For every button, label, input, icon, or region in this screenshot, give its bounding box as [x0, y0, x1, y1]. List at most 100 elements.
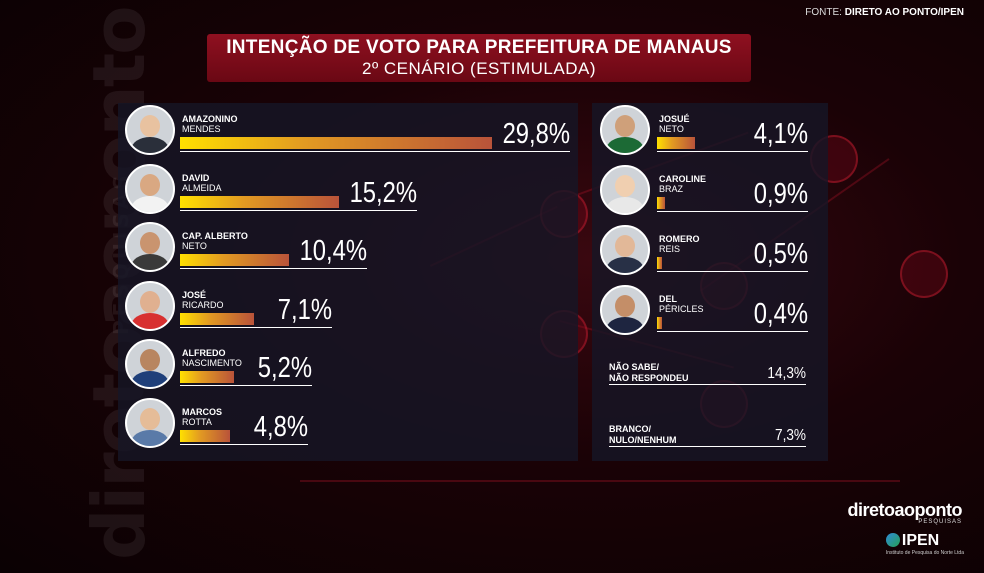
photo-head — [615, 175, 635, 197]
candidate-first-name: CAROLINE — [659, 174, 706, 184]
photo-head — [140, 115, 160, 137]
candidate-photo — [600, 285, 650, 335]
photo-body — [606, 317, 644, 333]
photo-head — [615, 295, 635, 317]
brand-sub: PESQUISAS — [918, 519, 962, 525]
candidate-first-name: ROMERO — [659, 234, 700, 244]
candidate-name: JOSUÉ NETO — [659, 114, 690, 134]
value-underline — [180, 209, 418, 211]
candidate-last-name: NETO — [659, 124, 684, 134]
photo-head — [140, 407, 160, 430]
watermark-logo: diretoaoponto PESQUISAS — [0, 7, 161, 560]
photo-body — [606, 137, 644, 153]
photo-head — [140, 349, 160, 371]
candidate-photo — [125, 222, 175, 272]
value-label: 0,4% — [753, 298, 808, 330]
value-label: 15,2% — [349, 176, 418, 209]
value-underline — [657, 211, 808, 212]
candidate-first-name: CAP. ALBERTO — [182, 231, 248, 241]
candidate-first-name: JOSUÉ — [659, 114, 690, 124]
bar — [657, 197, 666, 209]
candidate-name: ALFREDO NASCIMENTO — [182, 348, 242, 368]
bar — [180, 254, 289, 266]
photo-body — [131, 254, 169, 270]
candidate-first-name: AMAZONINO — [182, 114, 238, 124]
photo-body — [131, 137, 169, 153]
chart-title: INTENÇÃO DE VOTO PARA PREFEITURA DE MANA… — [226, 37, 732, 58]
value-label: 7,1% — [278, 293, 333, 326]
photo-body — [131, 312, 169, 329]
left-panel — [118, 103, 578, 461]
photo-head — [615, 115, 635, 137]
bar — [657, 317, 662, 329]
bar — [657, 137, 695, 149]
candidate-photo — [125, 280, 175, 331]
bar — [657, 257, 662, 269]
value-underline — [180, 151, 570, 152]
candidate-photo — [600, 225, 650, 275]
value-label: 4,8% — [254, 410, 309, 443]
other-option-label: BRANCO/NULO/NENHUM — [609, 424, 677, 446]
value-underline — [180, 268, 367, 269]
value-underline — [180, 443, 309, 445]
source-prefix: FONTE: — [805, 7, 842, 18]
candidate-name: JOSÉ RICARDO — [182, 290, 224, 310]
bar — [180, 312, 255, 325]
candidate-last-name: ALMEIDA — [182, 182, 222, 193]
candidate-name: CAROLINE BRAZ — [659, 174, 706, 194]
photo-head — [140, 232, 160, 254]
candidate-name: DEL PÉRICLES — [659, 294, 704, 314]
other-value-label: 14,3% — [767, 365, 806, 382]
other-underline — [609, 384, 806, 385]
photo-body — [131, 371, 169, 387]
candidate-first-name: ALFREDO — [182, 348, 226, 358]
brand-name: diretoaoponto — [847, 500, 963, 520]
other-label-line1: BRANCO/ — [609, 424, 651, 434]
candidate-last-name: RICARDO — [182, 299, 224, 310]
candidate-photo — [125, 339, 175, 389]
value-underline — [657, 151, 808, 152]
candidate-last-name: PÉRICLES — [659, 304, 704, 314]
candidate-first-name: DEL — [659, 294, 677, 304]
bar — [180, 195, 340, 208]
right-panel — [592, 103, 828, 461]
photo-head — [140, 173, 160, 196]
value-label: 0,5% — [753, 238, 808, 270]
candidate-photo — [125, 163, 175, 214]
candidate-name: MARCOS ROTTA — [182, 407, 222, 427]
globe-icon — [885, 533, 900, 547]
candidate-last-name: NETO — [182, 241, 207, 251]
bar — [180, 371, 235, 383]
other-option-label: NÃO SABE/NÃO RESPONDEU — [609, 362, 689, 384]
candidate-last-name: NASCIMENTO — [182, 358, 242, 368]
value-label: 29,8% — [502, 118, 570, 150]
candidate-last-name: BRAZ — [659, 184, 684, 194]
candidate-first-name: DAVID — [182, 172, 210, 183]
ipen-subtext: Instituto de Pesquisa do Norte Ltda — [885, 550, 964, 556]
candidate-last-name: REIS — [659, 244, 681, 254]
photo-body — [131, 429, 169, 446]
source-name: DIRETO AO PONTO/IPEN — [844, 7, 964, 18]
chart-subtitle: 2º CENÁRIO (ESTIMULADA) — [361, 59, 597, 78]
candidate-name: AMAZONINO MENDES — [182, 114, 238, 134]
candidate-last-name: MENDES — [182, 124, 221, 134]
candidate-first-name: JOSÉ — [182, 289, 207, 300]
other-value-label: 7,3% — [775, 427, 806, 444]
ipen-logo: IPEN Instituto de Pesquisa do Norte Ltda — [885, 532, 964, 556]
photo-head — [140, 290, 160, 313]
title-banner: INTENÇÃO DE VOTO PARA PREFEITURA DE MANA… — [207, 34, 751, 82]
candidate-photo — [125, 105, 175, 155]
value-underline — [657, 271, 808, 272]
brand-logo: diretoaoponto PESQUISAS — [847, 500, 963, 525]
value-underline — [180, 326, 333, 328]
bar — [180, 429, 231, 442]
source-note: FONTE: DIRETO AO PONTO/IPEN — [805, 7, 964, 18]
value-label: 0,9% — [753, 178, 808, 210]
candidate-first-name: MARCOS — [182, 406, 222, 417]
candidate-name: ROMERO REIS — [659, 234, 700, 254]
candidate-name: CAP. ALBERTO NETO — [182, 231, 248, 251]
other-label-line2: NULO/NENHUM — [609, 435, 677, 445]
photo-body — [606, 257, 644, 273]
value-label: 4,1% — [753, 118, 808, 150]
candidate-name: DAVID ALMEIDA — [182, 173, 222, 193]
